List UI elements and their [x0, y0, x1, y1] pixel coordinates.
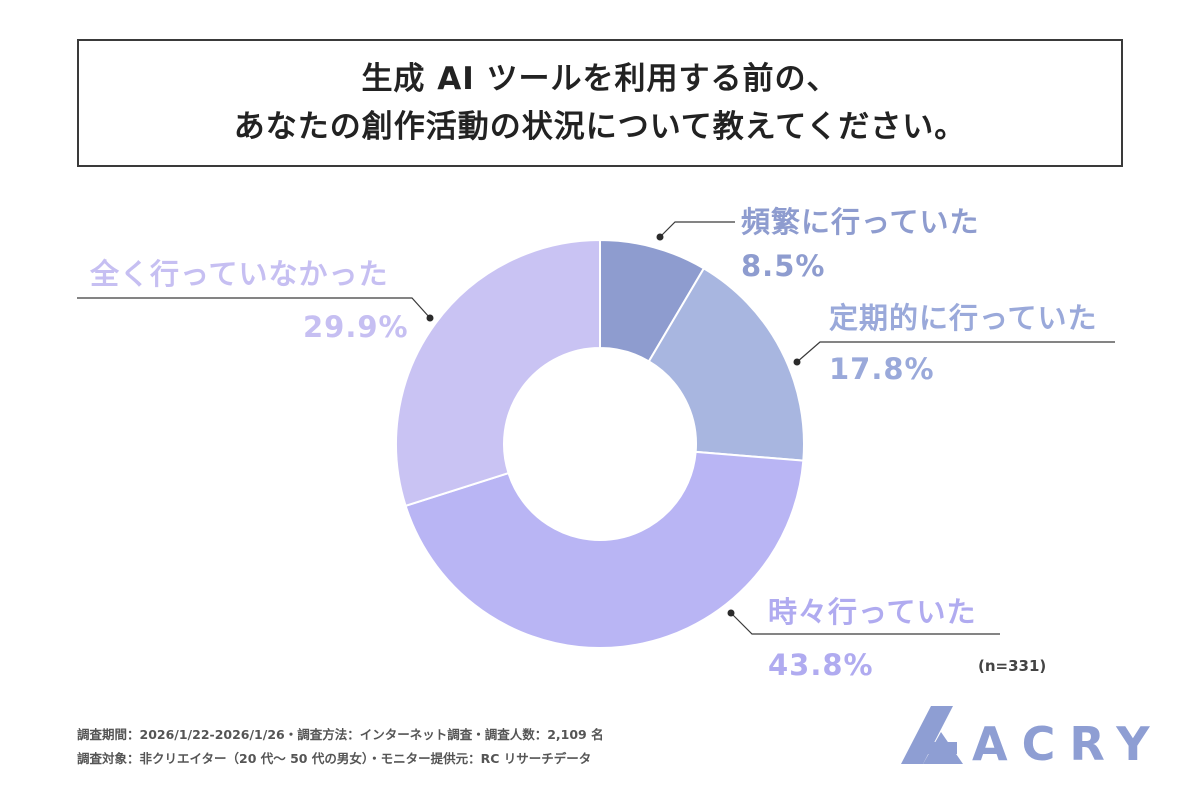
acry-logo-text: ACRY — [972, 717, 1164, 771]
chart-title-line-1: 生成 AI ツールを利用する前の、 — [361, 61, 839, 97]
chart-title-line-2: あなたの創作活動の状況について教えてください。 — [233, 109, 967, 145]
acry-logo-mark — [901, 706, 963, 764]
slice-label-frequent: 頻繁に行っていた — [741, 205, 980, 239]
slice-value-regular: 17.8% — [829, 352, 935, 386]
slice-label-sometimes: 時々行っていた — [768, 595, 977, 629]
leader-line-regular — [796, 341, 1115, 363]
leader-line-frequent — [659, 221, 735, 238]
donut-slice-never — [395, 238, 601, 508]
leader-line-sometimes — [730, 612, 1000, 635]
title-box: 生成 AI ツールを利用する前の、 あなたの創作活動の状況について教えてください… — [77, 39, 1123, 167]
leader-dot-frequent — [656, 233, 664, 241]
donut-slice-sometimes — [404, 450, 805, 650]
slice-value-frequent: 8.5% — [741, 249, 826, 283]
slice-label-regular: 定期的に行っていた — [829, 301, 1098, 335]
leader-dot-sometimes — [727, 609, 735, 617]
footnote-survey-target: 調査対象：非クリエイター（20 代〜 50 代の男女）・モニター提供元：RC リ… — [77, 751, 592, 766]
slice-label-never: 全く行っていなかった — [90, 257, 389, 291]
footnote-survey-info: 調査期間：2026/1/22-2026/1/26・調査方法：インターネット調査・… — [77, 727, 604, 742]
leader-line-never — [77, 297, 431, 319]
slice-value-never: 29.9% — [303, 310, 409, 344]
sample-size: (n=331) — [978, 657, 1047, 675]
donut-slice-regular — [647, 267, 805, 462]
leader-dot-regular — [793, 358, 801, 366]
slice-value-sometimes: 43.8% — [768, 648, 874, 682]
leader-dot-never — [426, 314, 434, 322]
